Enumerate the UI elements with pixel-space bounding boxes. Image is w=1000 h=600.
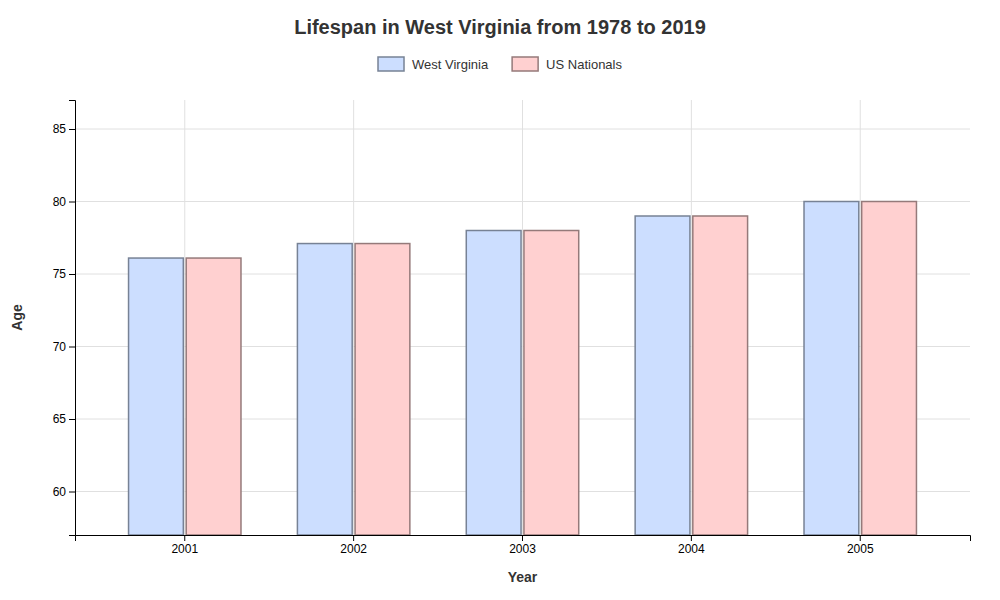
tick-mark xyxy=(522,535,523,541)
bar xyxy=(635,216,690,535)
tick: 2005 xyxy=(847,535,874,556)
grid-line xyxy=(860,100,861,535)
grid-line xyxy=(184,100,185,535)
y-axis: 60 65 70 75 80 85 xyxy=(53,101,76,536)
plot: 2001 2002 2003 2004 2005 60 65 70 75 80 85 xyxy=(53,100,971,556)
bar xyxy=(186,258,241,535)
legend-item: West Virginia xyxy=(378,57,489,72)
x-axis-title: Year xyxy=(508,569,538,585)
tick-mark xyxy=(184,535,185,541)
grid-line xyxy=(353,100,354,535)
tick: 80 xyxy=(53,195,75,209)
tick-label: 70 xyxy=(53,340,67,354)
legend-label: US Nationals xyxy=(546,57,622,72)
chart: 2001 2002 2003 2004 2005 60 65 70 75 80 85 Year Age L… xyxy=(0,0,1000,600)
tick-label: 2003 xyxy=(509,542,536,556)
bar xyxy=(693,216,748,535)
bar xyxy=(129,258,184,535)
grid-line xyxy=(691,100,692,535)
bar xyxy=(355,244,410,535)
legend-item: US Nationals xyxy=(512,57,622,72)
bars xyxy=(129,202,917,536)
tick: 2003 xyxy=(509,535,536,556)
grid-line xyxy=(522,100,523,535)
tick-label: 60 xyxy=(53,485,67,499)
tick-mark xyxy=(69,129,75,130)
axis-line xyxy=(76,536,971,542)
tick-mark xyxy=(69,347,75,348)
tick: 60 xyxy=(53,485,75,499)
tick-label: 2002 xyxy=(340,542,367,556)
tick-mark xyxy=(69,274,75,275)
tick-mark xyxy=(860,535,861,541)
legend-swatch xyxy=(512,57,538,71)
tick-label: 2004 xyxy=(678,542,705,556)
grid xyxy=(75,100,970,535)
y-axis-title: Age xyxy=(9,304,25,331)
tick-label: 75 xyxy=(53,267,67,281)
bar xyxy=(862,202,917,536)
legend-label: West Virginia xyxy=(412,57,489,72)
tick: 2004 xyxy=(678,535,705,556)
tick-mark xyxy=(691,535,692,541)
tick-label: 85 xyxy=(53,122,67,136)
tick: 2001 xyxy=(171,535,198,556)
bar xyxy=(524,231,579,536)
bar xyxy=(466,231,521,536)
tick-mark xyxy=(69,492,75,493)
tick: 70 xyxy=(53,340,75,354)
tick: 75 xyxy=(53,267,75,281)
legend: West Virginia US Nationals xyxy=(378,57,622,72)
series xyxy=(186,202,916,536)
tick-label: 80 xyxy=(53,195,67,209)
tick-mark xyxy=(69,419,75,420)
tick-label: 2001 xyxy=(171,542,198,556)
tick-mark xyxy=(353,535,354,541)
series xyxy=(129,202,859,536)
x-axis: 2001 2002 2003 2004 2005 xyxy=(76,535,971,556)
title: Lifespan in West Virginia from 1978 to 2… xyxy=(294,16,706,38)
tick-mark xyxy=(69,202,75,203)
bar xyxy=(804,202,859,536)
axis-line xyxy=(69,101,76,536)
tick-label: 65 xyxy=(53,412,67,426)
tick: 2002 xyxy=(340,535,367,556)
tick: 65 xyxy=(53,412,75,426)
tick: 85 xyxy=(53,122,75,136)
tick-label: 2005 xyxy=(847,542,874,556)
bar xyxy=(297,244,352,535)
legend-swatch xyxy=(378,57,404,71)
